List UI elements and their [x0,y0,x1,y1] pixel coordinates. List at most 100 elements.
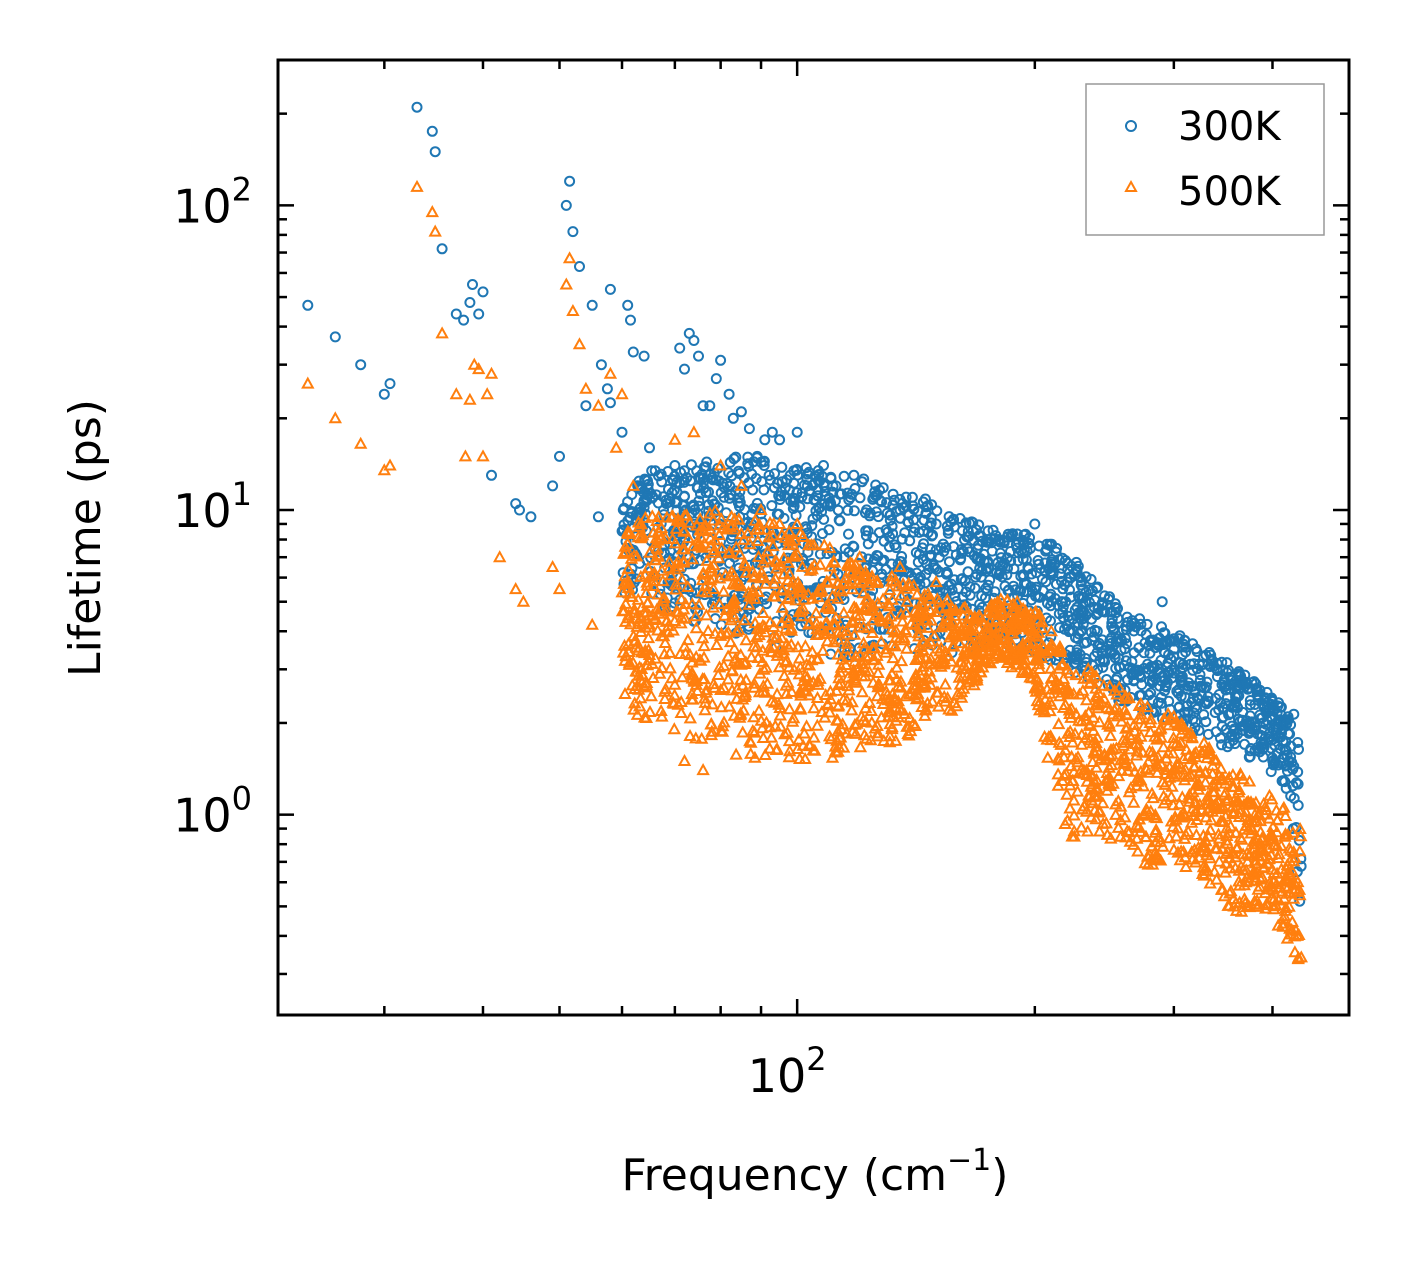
series-500k-point [729,747,743,760]
series-300k-point [704,400,716,412]
series-300k-point [1277,775,1289,787]
series-500k-point [637,605,651,618]
series-500k-point [963,621,977,634]
series-500k-point [763,615,777,628]
series-500k-point [746,723,760,736]
series-500k-point [944,627,959,640]
series-500k-point [749,522,763,535]
series-500k-point [1237,892,1252,905]
series-500k-point [1211,795,1226,808]
series-500k-point [713,458,728,471]
series-300k-point [943,556,955,568]
series-500k-point [988,630,1003,643]
series-500k-point [737,689,752,702]
series-300k-point [1113,661,1125,673]
series-500k-point [726,577,740,590]
series-300k-point [876,555,888,567]
series-500k-point [774,616,789,629]
series-300k-point [725,488,737,500]
series-500k-point [739,633,753,646]
series-300k-point [1200,716,1212,728]
series-300k-point [1023,537,1034,549]
series-500k-point [876,592,890,605]
series-300k-point [1201,676,1213,688]
series-500k-point [1265,792,1279,805]
series-500k-point [1060,787,1074,800]
series-500k-point [1209,872,1224,885]
series-500k-point [766,539,780,552]
series-500k-point [796,601,810,614]
series-500k-point [884,574,899,587]
series-500k-point [627,634,642,647]
series-500k-point [677,753,692,766]
series-500k-point [1006,626,1020,639]
series-500k-point [919,702,933,715]
series-500k-point [651,533,665,546]
series-500k-point [1005,646,1019,659]
series-500k-point [811,590,825,603]
series-300k-point [1168,635,1180,647]
series-500k-point [705,697,720,710]
series-300k-point [1237,725,1249,736]
series-300k-point [646,465,658,477]
series-300k-point [1120,620,1132,632]
series-300k-point [1059,555,1071,566]
series-300k-point [818,513,830,525]
series-500k-point [1117,756,1131,769]
series-500k-point [700,553,714,566]
series-500k-point [1265,891,1279,904]
series-500k-point [960,646,974,659]
series-300k-point [1148,706,1160,718]
series-300k-point [426,125,438,137]
series-500k-point [657,591,671,604]
series-500k-point [1115,763,1129,776]
series-500k-point [639,710,654,723]
series-500k-point [707,558,721,571]
series-500k-point [627,702,641,715]
series-500k-point [1085,671,1100,684]
series-500k-point [912,629,926,642]
series-500k-point [683,515,697,528]
series-500k-point [1155,775,1170,788]
series-500k-point [657,647,672,660]
series-500k-point [854,709,869,722]
series-500k-point [1103,728,1118,741]
series-500k-point [1070,784,1085,797]
series-500k-point [859,565,873,578]
series-500k-point [782,702,797,715]
series-500k-point [1049,679,1063,692]
series-500k-point [1132,819,1146,832]
series-300k-point [467,279,478,290]
series-500k-point [796,529,810,542]
series-500k-point [817,538,831,551]
series-500k-point [685,597,699,610]
series-500k-point [767,619,781,632]
series-500k-point [820,634,835,647]
series-500k-point [952,636,967,649]
series-500k-point [1271,918,1285,931]
series-500k-point [775,583,789,596]
series-300k-point [693,350,704,362]
series-500k-point [857,660,871,673]
series-300k-point [1089,594,1101,606]
series-500k-point [545,559,560,572]
series-300k-point [1243,751,1255,763]
series-300k-point [1249,745,1261,756]
series-300k-point [1097,661,1109,673]
series-500k-point [1278,872,1292,885]
series-500k-point [1270,839,1284,852]
series-300k-point [642,483,654,494]
series-500k-point [793,580,807,593]
series-500k-point [668,613,682,626]
series-300k-point [1158,646,1170,658]
series-300k-point [995,552,1007,564]
series-500k-point [435,326,449,339]
series-300k-point [1063,626,1075,638]
series-500k-point [642,617,657,630]
series-500k-point [744,650,759,663]
series-500k-point [1193,797,1207,810]
series-500k-point [1114,799,1128,812]
series-500k-point [762,530,776,543]
series-500k-point [900,594,914,607]
series-500k-point [1251,897,1265,910]
